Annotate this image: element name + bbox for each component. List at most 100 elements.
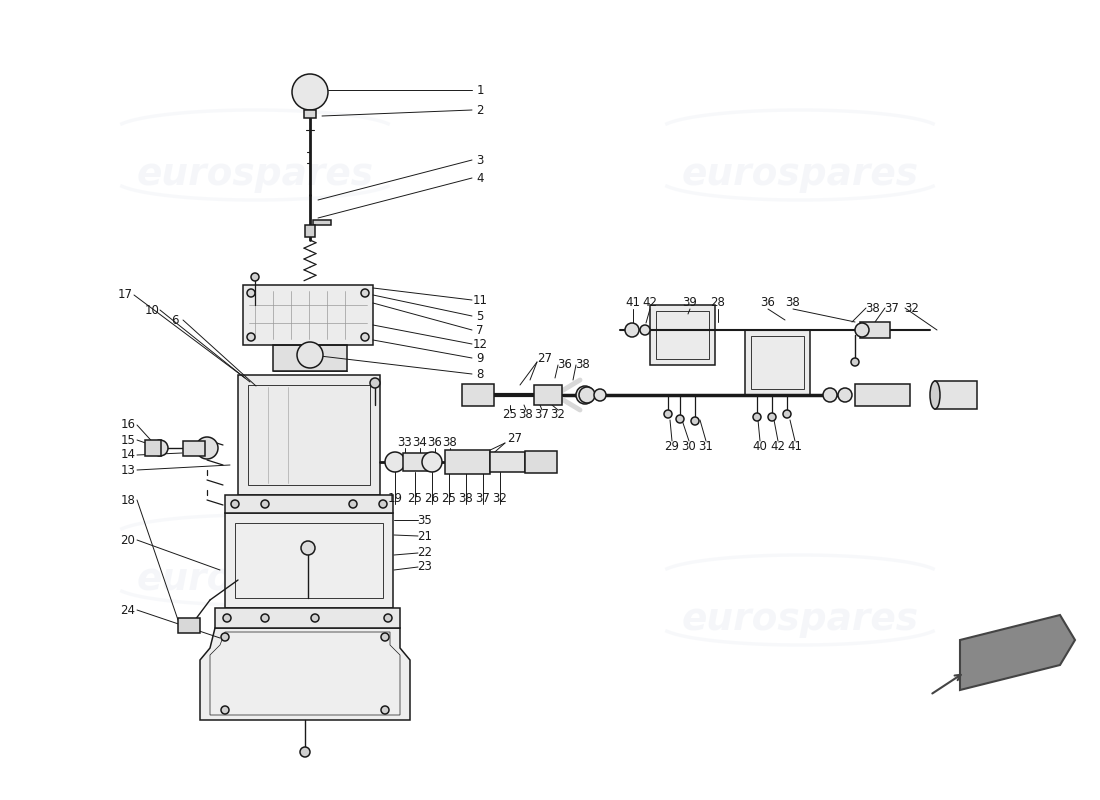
Circle shape — [625, 323, 639, 337]
Bar — [273, 345, 346, 371]
Bar — [248, 385, 370, 485]
Text: 6: 6 — [172, 314, 178, 326]
Circle shape — [579, 387, 595, 403]
Circle shape — [855, 323, 869, 337]
Text: 38: 38 — [866, 302, 880, 314]
Circle shape — [783, 410, 791, 418]
Circle shape — [838, 388, 853, 402]
Circle shape — [300, 747, 310, 757]
Circle shape — [361, 289, 368, 297]
Text: 26: 26 — [425, 491, 440, 505]
Bar — [446, 450, 490, 474]
Text: 36: 36 — [428, 435, 442, 449]
Circle shape — [370, 378, 379, 388]
Text: 32: 32 — [904, 302, 920, 314]
Bar — [226, 495, 393, 513]
Text: 7: 7 — [476, 323, 484, 337]
Circle shape — [248, 289, 255, 297]
Circle shape — [754, 413, 761, 421]
Circle shape — [301, 541, 315, 555]
Bar — [235, 523, 383, 598]
Circle shape — [768, 413, 776, 421]
Bar — [462, 384, 494, 406]
Text: 3: 3 — [476, 154, 484, 166]
Text: 38: 38 — [575, 358, 591, 371]
Circle shape — [576, 386, 594, 404]
Bar — [935, 381, 977, 409]
Text: 41: 41 — [626, 297, 640, 310]
Text: 40: 40 — [752, 441, 768, 454]
Text: 42: 42 — [770, 441, 785, 454]
Text: 10: 10 — [144, 303, 159, 317]
Text: 22: 22 — [418, 546, 432, 559]
Text: 20: 20 — [121, 534, 135, 546]
Polygon shape — [960, 615, 1075, 690]
Text: 18: 18 — [121, 494, 135, 506]
Bar — [226, 513, 393, 608]
Text: 38: 38 — [518, 409, 534, 422]
Circle shape — [152, 440, 168, 456]
Circle shape — [361, 333, 368, 341]
Text: 16: 16 — [121, 418, 135, 431]
Bar — [525, 451, 557, 473]
Text: 33: 33 — [397, 435, 412, 449]
Text: 25: 25 — [503, 409, 517, 422]
Circle shape — [640, 325, 650, 335]
Bar — [751, 336, 804, 389]
Text: 23: 23 — [418, 561, 432, 574]
Text: eurospares: eurospares — [681, 602, 918, 638]
Text: 38: 38 — [459, 491, 473, 505]
Text: 4: 4 — [476, 171, 484, 185]
Text: 39: 39 — [683, 297, 697, 310]
Circle shape — [251, 273, 258, 281]
Circle shape — [691, 417, 698, 425]
Bar — [304, 110, 316, 118]
Circle shape — [422, 452, 442, 472]
Circle shape — [823, 388, 837, 402]
Bar — [314, 220, 331, 225]
Bar — [534, 385, 562, 405]
Text: 27: 27 — [507, 431, 522, 445]
Circle shape — [223, 614, 231, 622]
Text: 27: 27 — [538, 351, 552, 365]
Bar — [145, 440, 161, 456]
Text: 28: 28 — [711, 297, 725, 310]
Text: 1: 1 — [476, 83, 484, 97]
Polygon shape — [200, 628, 410, 720]
Text: 12: 12 — [473, 338, 487, 350]
Text: 14: 14 — [121, 449, 135, 462]
Circle shape — [385, 452, 405, 472]
Bar — [214, 608, 400, 628]
Text: 37: 37 — [535, 409, 549, 422]
Bar — [855, 384, 910, 406]
Circle shape — [248, 333, 255, 341]
Circle shape — [261, 500, 270, 508]
Text: 31: 31 — [698, 441, 714, 454]
Text: 29: 29 — [664, 441, 680, 454]
Text: 17: 17 — [118, 289, 132, 302]
Text: 25: 25 — [408, 491, 422, 505]
Circle shape — [381, 706, 389, 714]
Text: 24: 24 — [121, 603, 135, 617]
Circle shape — [261, 614, 270, 622]
Text: 42: 42 — [642, 297, 658, 310]
Circle shape — [384, 614, 392, 622]
Text: 37: 37 — [475, 491, 491, 505]
Text: 36: 36 — [760, 297, 775, 310]
Text: 37: 37 — [884, 302, 900, 314]
Bar — [178, 618, 200, 633]
Text: 2: 2 — [476, 103, 484, 117]
Circle shape — [379, 500, 387, 508]
Circle shape — [676, 415, 684, 423]
Ellipse shape — [930, 381, 940, 409]
Text: 13: 13 — [121, 463, 135, 477]
Bar — [490, 452, 525, 472]
Text: eurospares: eurospares — [136, 157, 374, 193]
Circle shape — [664, 410, 672, 418]
Bar — [238, 375, 380, 495]
Bar — [650, 305, 715, 365]
Text: 32: 32 — [551, 409, 565, 422]
Circle shape — [297, 342, 323, 368]
Circle shape — [221, 633, 229, 641]
Circle shape — [594, 389, 606, 401]
